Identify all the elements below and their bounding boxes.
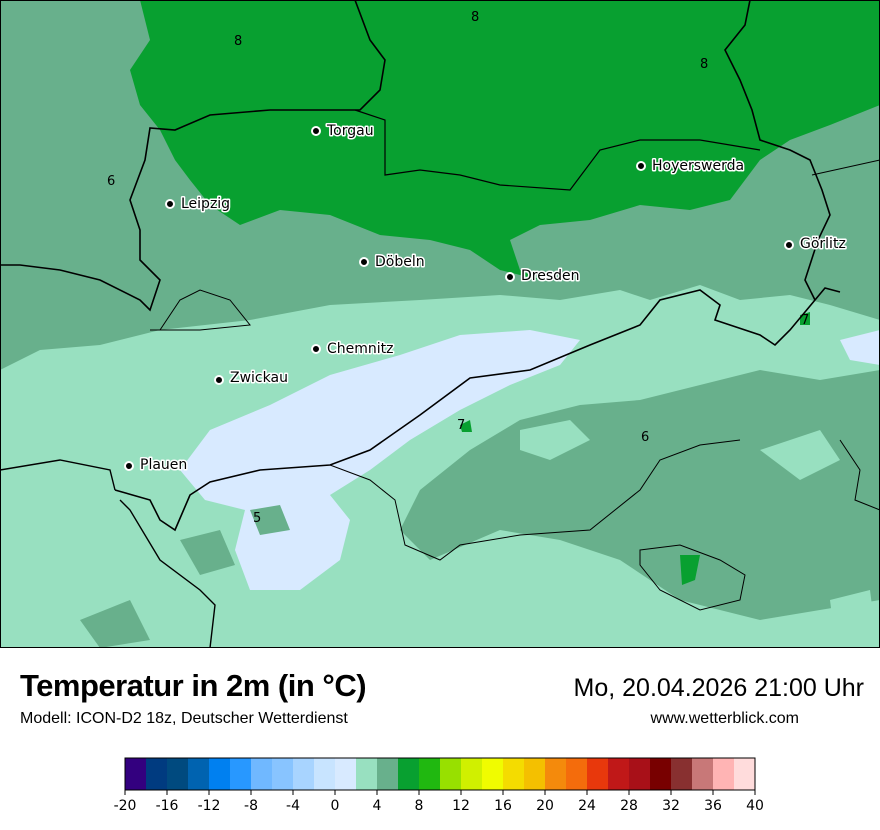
colorbar-tick-label: 12 [452,798,470,814]
city-leipzig[interactable]: Leipzig [165,195,232,214]
colorbar-tick-label: 4 [373,798,382,814]
colorbar-tick-label: 28 [620,798,638,814]
colorbar-tick-label: -4 [286,798,300,814]
colorbar-frame [124,757,756,791]
colorbar-tick-label: -12 [198,798,221,814]
colorbar-bin [629,758,651,790]
colorbar-bin [503,758,525,790]
state-border-bavaria [0,459,216,648]
colorbar-tick-label: 16 [494,798,512,814]
district-border-czech [329,159,880,611]
colorbar-bin [482,758,504,790]
colorbar-tick-label: -20 [114,798,137,814]
colorbar-bin [188,758,210,790]
colorbar-bin [293,758,315,790]
colorbar-bin [566,758,588,790]
poland-border [724,0,831,301]
state-border-thuringia [150,289,251,331]
city-zwickau[interactable]: Zwickau [214,369,289,388]
city-goerlitz[interactable]: Görlitz [784,235,847,254]
contour-label: 7 [801,313,809,328]
city-label: Görlitz [800,236,846,252]
city-chemnitz[interactable]: Chemnitz [311,340,395,359]
colorbar-tick-label: 20 [536,798,554,814]
colorbar-tick-label: 36 [704,798,722,814]
field-2-4 [180,330,880,590]
colorbar-bin [440,758,462,790]
city-label: Dresden [521,268,580,284]
colorbar-bin [230,758,252,790]
colorbar-tick-label: 0 [331,798,340,814]
colorbar-bin [671,758,693,790]
city-label: Döbeln [375,254,425,270]
colorbar-bin [167,758,189,790]
colorbar-bin [608,758,630,790]
colorbar-bin [524,758,546,790]
model-info: Modell: ICON-D2 18z, Deutscher Wetterdie… [20,710,348,727]
website-label: www.wetterblick.com [650,710,799,727]
colorbar-bin [461,758,483,790]
city-plauen[interactable]: Plauen [124,456,189,475]
city-label: Hoyerswerda [652,158,744,174]
colorbar-tick-label: 24 [578,798,596,814]
colorbar-bin [650,758,672,790]
state-border-north [0,0,386,312]
colorbar-bin [251,758,273,790]
colorbar-tick-label: -16 [156,798,179,814]
colorbar-bin [335,758,357,790]
colorbar-bin [356,758,378,790]
contour-label: 7 [457,418,465,433]
city-markers: Torgau Hoyerswerda Leipzig Görlitz Döbel… [124,122,847,475]
colorbar-bin [734,758,756,790]
colorbar-bin [209,758,231,790]
city-label: Torgau [326,123,374,139]
colorbar-bin [587,758,609,790]
colorbar: -20 -16 -12 -8 -4 0 4 8 12 16 20 24 28 32 36 40 [114,757,764,814]
colorbar-tick-label: 8 [415,798,424,814]
contour-label: 6 [107,174,115,189]
forecast-datetime: Mo, 20.04.2026 21:00 Uhr [573,674,864,702]
city-label: Chemnitz [327,341,394,357]
temperature-map[interactable]: Torgau Hoyerswerda Leipzig Görlitz Döbel… [0,0,880,648]
colorbar-bin [419,758,441,790]
city-label: Zwickau [230,370,288,386]
contour-label: 8 [234,34,242,49]
city-dresden[interactable]: Dresden [505,267,581,286]
field-4-6-patch [520,420,875,640]
colorbar-bin [125,758,147,790]
city-torgau[interactable]: Torgau [311,122,375,141]
city-label: Leipzig [181,196,230,212]
field-6-8-patch [80,505,290,648]
colorbar-tick-label: 40 [746,798,764,814]
contour-label: 8 [700,57,708,72]
colorbar-bin [377,758,399,790]
city-label: Plauen [140,457,187,473]
colorbar-bin [146,758,168,790]
contour-label: 5 [253,511,261,526]
colorbar-bin [272,758,294,790]
colorbar-bin [713,758,735,790]
field-8-10 [130,0,880,280]
colorbar-bin [314,758,336,790]
czech-border [114,287,841,532]
borders [0,0,880,648]
colorbar-bin [545,758,567,790]
colorbar-bin [398,758,420,790]
colorbar-tick-label: 32 [662,798,680,814]
contour-label: 8 [471,10,479,25]
city-hoyerswerda[interactable]: Hoyerswerda [636,157,746,176]
state-border-brandenburg [354,109,761,191]
contour-labels: 8 8 8 6 6 7 7 5 [107,10,809,526]
colorbar-tick-label: -8 [244,798,258,814]
contour-label: 6 [641,430,649,445]
city-doebeln[interactable]: Döbeln [359,253,426,272]
page-title: Temperatur in 2m (in °C) [20,668,367,703]
colorbar-bin [692,758,714,790]
